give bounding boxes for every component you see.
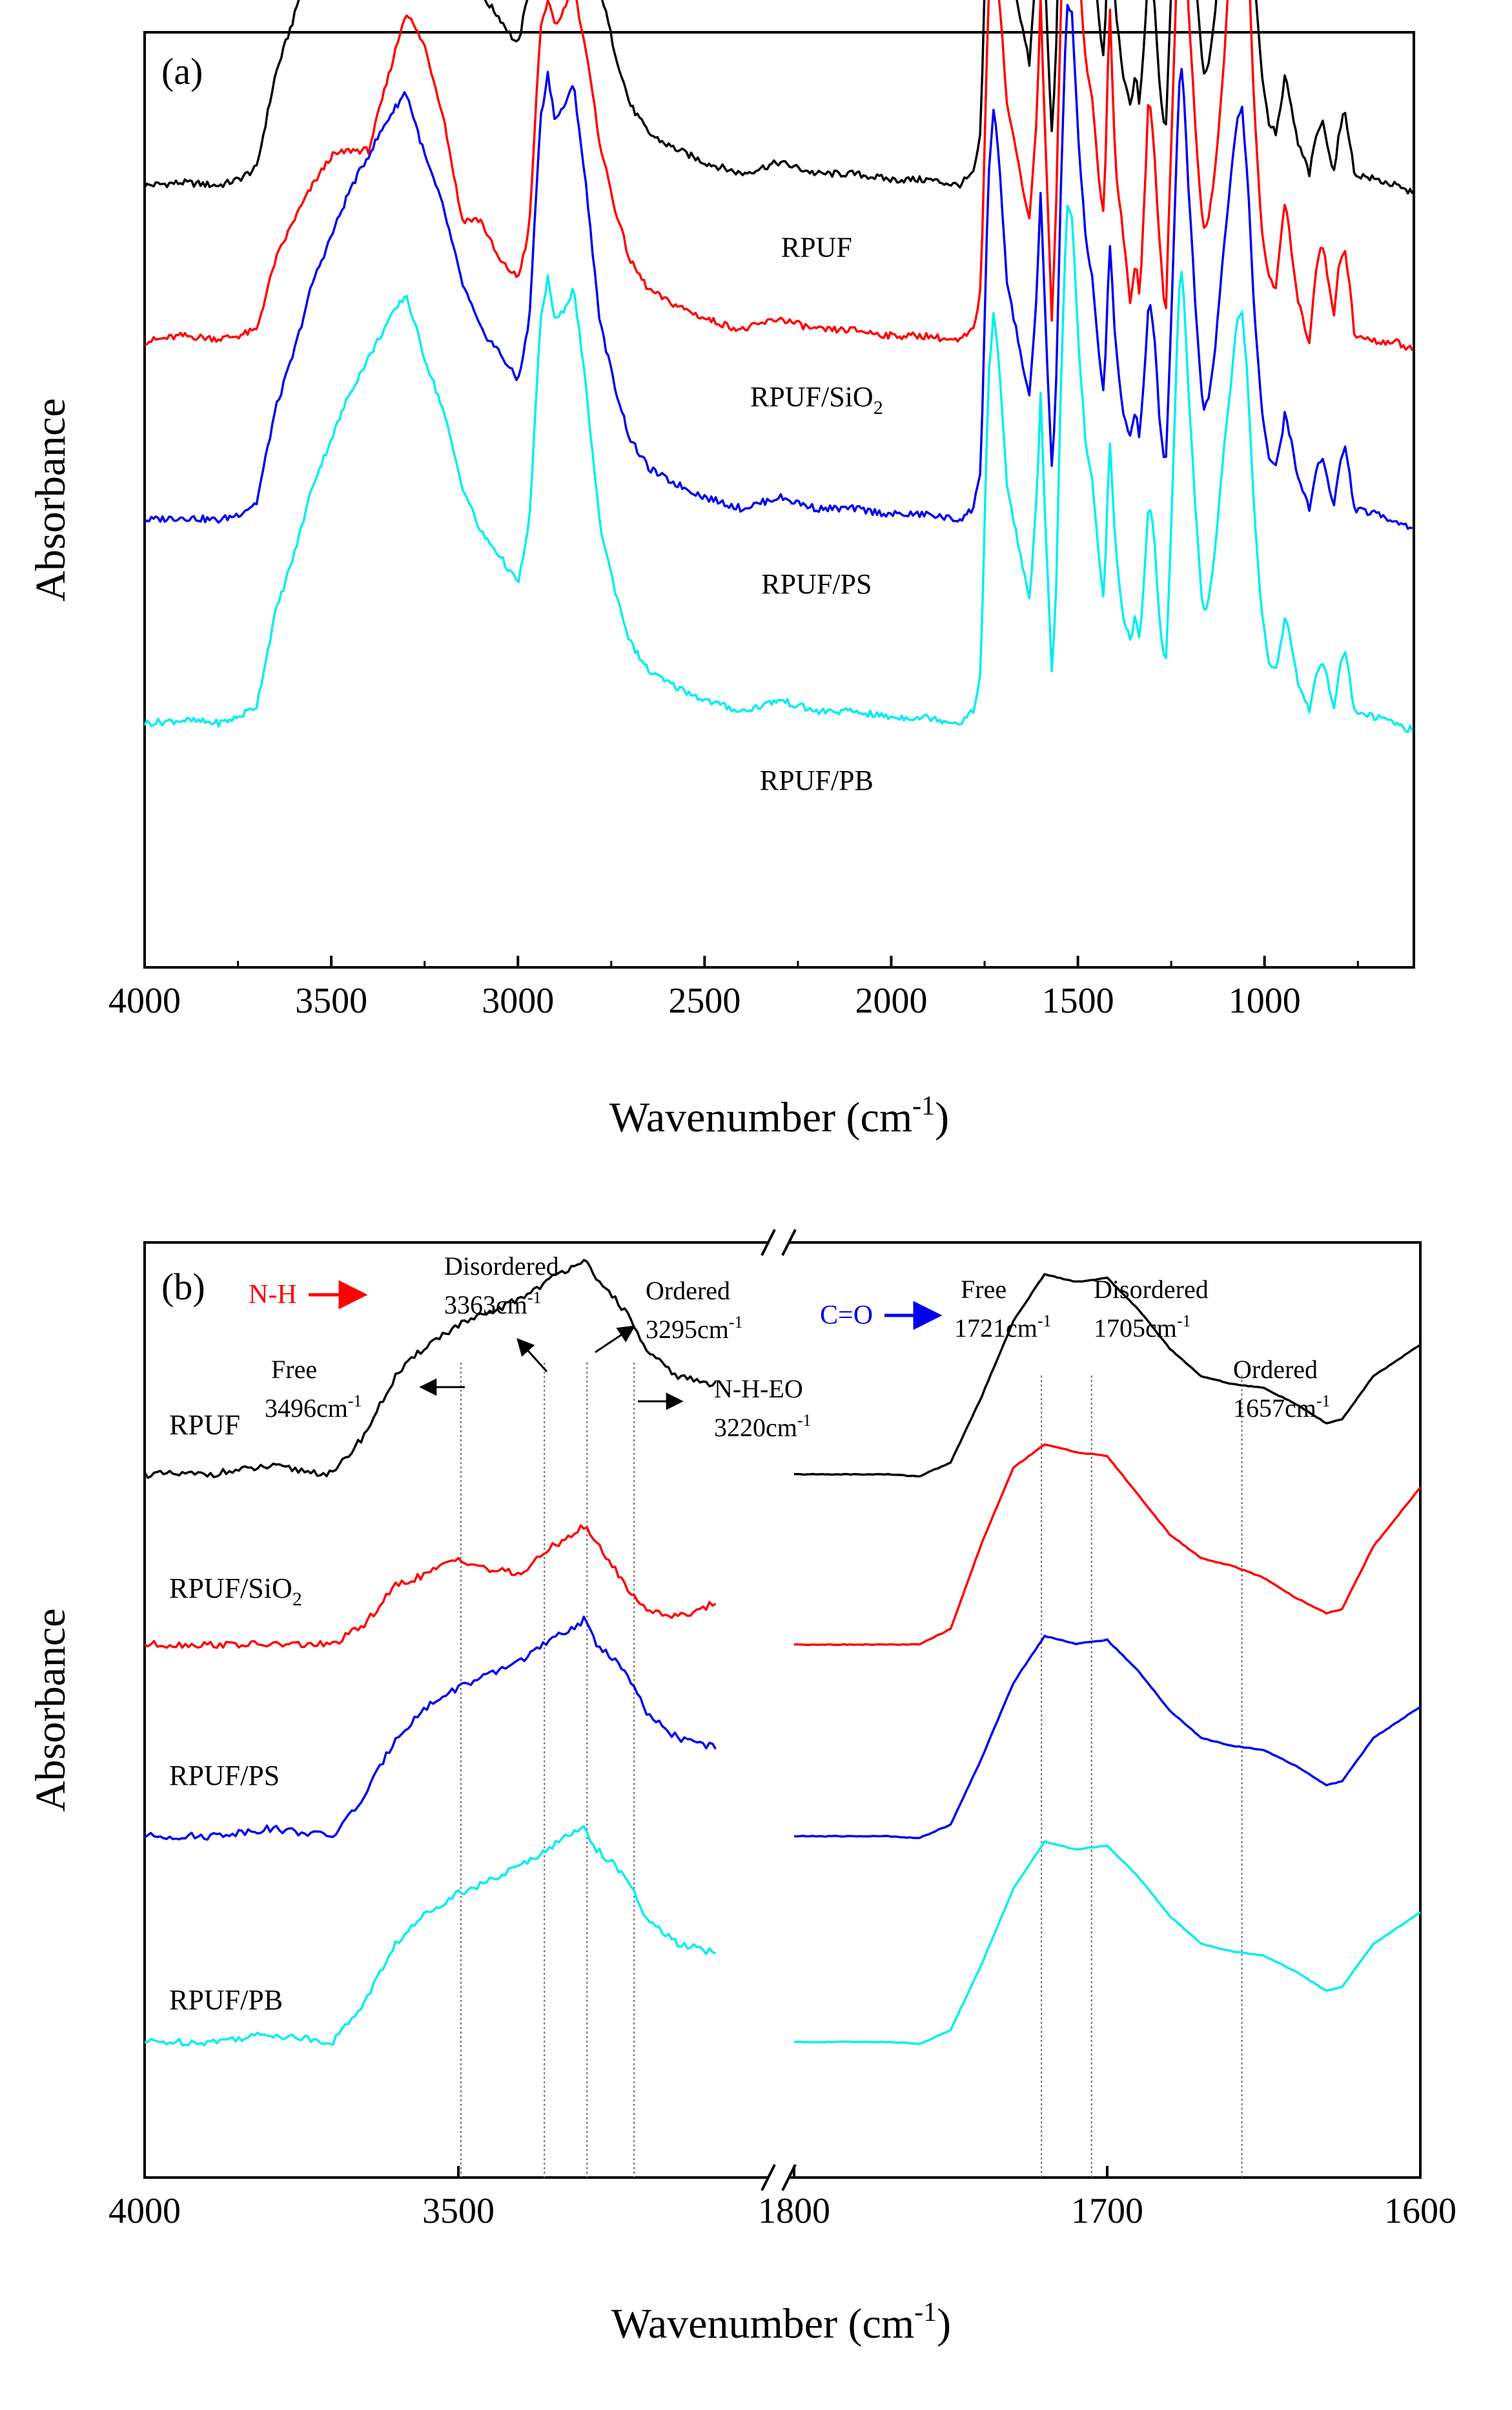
series-b-nh-rpuf-ps (143, 1615, 717, 1841)
svg-text:Free: Free (961, 1275, 1006, 1304)
tick-label-a-3500: 3500 (295, 981, 367, 1021)
series-a-rpuf-ps (144, 3, 1413, 530)
tick-label-b-1800: 1800 (758, 2191, 830, 2231)
series-a-rpuf-pb (143, 204, 1414, 734)
annotation-nh-eo: N-H-EO 3220cm-1 (638, 1374, 812, 1442)
panel-b-reference-lines (460, 1363, 1243, 2178)
svg-text:Disordered: Disordered (444, 1251, 559, 1281)
tick-label-a-1000: 1000 (1229, 981, 1301, 1021)
annotation-nh-free: Free 3496cm-1 (265, 1355, 465, 1423)
svg-text:Ordered: Ordered (646, 1276, 730, 1305)
series-a-rpuf (143, 0, 1414, 195)
panel-a-y-axis-label: Absorbance (27, 398, 74, 601)
annotation-co-ordered: Ordered 1657cm-1 (1233, 1355, 1331, 1423)
tick-label-b-1600: 1600 (1384, 2191, 1456, 2231)
tick-label-b-3500: 3500 (422, 2191, 495, 2231)
svg-text:3295cm-1: 3295cm-1 (646, 1313, 743, 1344)
tick-label-b-4000: 4000 (108, 2191, 181, 2231)
panel-b-y-axis-label: Absorbance (27, 1608, 74, 1811)
series-b-nh-rpuf-pb (144, 1825, 717, 2047)
series-b-label-rpuf-sio2: RPUF/SiO2 (169, 1572, 302, 1610)
svg-text:1721cm-1: 1721cm-1 (954, 1312, 1052, 1343)
panel-b-x-axis-label: Wavenumber (cm-1) (611, 2298, 951, 2347)
series-a-label-rpuf-sio2: RPUF/SiO2 (750, 381, 883, 418)
panel-a-x-ticks: 4000 3500 3000 2500 2000 1500 1000 (108, 956, 1359, 1021)
annotation-co-free: Free 1721cm-1 (954, 1275, 1052, 1343)
annotation-co-disordered: Disordered 1705cm-1 (1094, 1275, 1209, 1343)
series-a-label-rpuf-ps: RPUF/PS (761, 568, 872, 600)
svg-text:3496cm-1: 3496cm-1 (265, 1392, 362, 1423)
panel-a-series-labels: RPUF RPUF/SiO2 RPUF/PS RPUF/PB (750, 232, 883, 796)
panel-b: (b) RPUF RPUF/SiO2 RPUF/PS RPUF/PB 4000 3500… (27, 1229, 1456, 2347)
panel-b-series-labels: RPUF RPUF/SiO2 RPUF/PS RPUF/PB (169, 1409, 302, 2016)
series-a-label-rpuf: RPUF (781, 232, 852, 263)
series-a-label-rpuf-pb: RPUF/PB (760, 765, 873, 796)
series-a-rpuf-sio2 (144, 0, 1414, 351)
svg-text:3363cm-1: 3363cm-1 (444, 1288, 542, 1319)
panel-a-label: (a) (161, 50, 203, 92)
panel-b-x-ticks: 4000 3500 1800 1700 1600 (108, 2166, 1456, 2231)
series-b-label-rpuf: RPUF (169, 1409, 240, 1441)
panel-a-series (143, 0, 1414, 734)
tick-label-a-2000: 2000 (855, 981, 927, 1021)
co-group-label: C=O (820, 1301, 873, 1330)
tick-label-a-3000: 3000 (482, 981, 554, 1021)
series-b-label-rpuf-pb: RPUF/PB (169, 1984, 283, 2015)
tick-label-a-1500: 1500 (1042, 981, 1114, 1021)
svg-text:1705cm-1: 1705cm-1 (1094, 1312, 1191, 1343)
panel-b-series (143, 1259, 1422, 2047)
annotation-nh-disordered: Disordered 3363cm-1 (444, 1251, 559, 1373)
svg-text:3220cm-1: 3220cm-1 (714, 1411, 812, 1442)
tick-label-a-4000: 4000 (108, 981, 181, 1021)
annotation-nh-ordered: Ordered 3295cm-1 (595, 1276, 743, 1354)
panel-b-label: (b) (161, 1266, 205, 1308)
panel-a-frame (143, 31, 1415, 969)
series-b-co-rpuf-pb (793, 1840, 1421, 2045)
svg-text:N-H-EO: N-H-EO (714, 1374, 803, 1403)
svg-text:Free: Free (271, 1355, 317, 1384)
panel-a-x-axis-label: Wavenumber (cm-1) (609, 1091, 949, 1141)
tick-label-a-2500: 2500 (668, 981, 741, 1021)
series-b-label-rpuf-ps: RPUF/PS (169, 1760, 280, 1791)
svg-text:Ordered: Ordered (1233, 1355, 1318, 1384)
panel-a: (a) RPUF RPUF/SiO2 RPUF/PS RPUF/PB 4000 3500… (27, 0, 1415, 1141)
series-b-co-rpuf-sio2 (793, 1443, 1422, 1646)
nh-group-label: N-H (249, 1280, 297, 1310)
series-b-nh-rpuf (143, 1259, 717, 1479)
series-b-co-rpuf-ps (793, 1634, 1422, 1840)
series-b-nh-rpuf-sio2 (144, 1524, 717, 1649)
series-b-co-rpuf (793, 1273, 1421, 1478)
tick-label-b-1700: 1700 (1071, 2191, 1143, 2231)
axis-break-top (761, 1229, 797, 1256)
svg-text:1657cm-1: 1657cm-1 (1233, 1392, 1331, 1423)
axis-break-bottom (761, 2164, 797, 2191)
svg-text:Disordered: Disordered (1094, 1275, 1209, 1304)
